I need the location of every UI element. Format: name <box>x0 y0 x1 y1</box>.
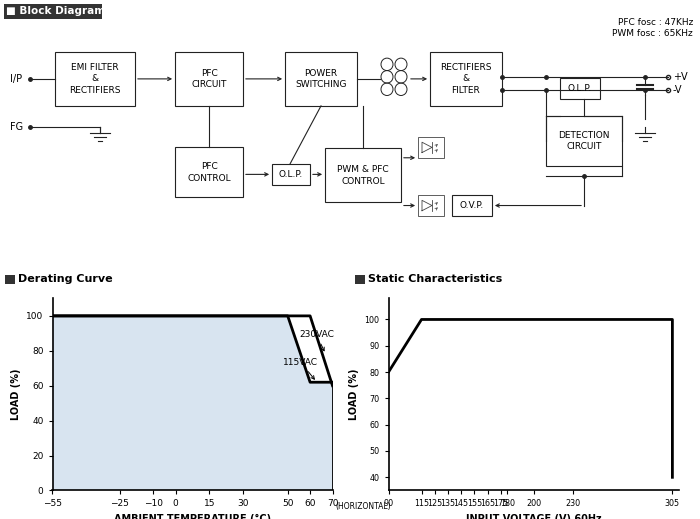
Text: O.L.P.: O.L.P. <box>568 84 592 93</box>
X-axis label: AMBIENT TEMPERATURE (°C): AMBIENT TEMPERATURE (°C) <box>114 514 271 519</box>
Text: POWER
SWITCHING: POWER SWITCHING <box>295 69 346 89</box>
Bar <box>418 137 444 158</box>
Text: +V: +V <box>673 72 687 82</box>
Text: I/P: I/P <box>10 74 22 84</box>
Bar <box>285 52 357 106</box>
Bar <box>175 52 243 106</box>
Text: PFC
CONTROL: PFC CONTROL <box>187 162 231 183</box>
Text: Derating Curve: Derating Curve <box>18 274 113 284</box>
Y-axis label: LOAD (%): LOAD (%) <box>349 368 359 420</box>
Text: 115VAC: 115VAC <box>284 358 318 379</box>
Text: PFC
CIRCUIT: PFC CIRCUIT <box>191 69 227 89</box>
Bar <box>4 4 102 19</box>
Text: RECTIFIERS
&
FILTER: RECTIFIERS & FILTER <box>440 63 491 95</box>
Bar <box>452 195 492 216</box>
Bar <box>175 147 243 197</box>
Text: Static Characteristics: Static Characteristics <box>368 274 503 284</box>
Text: PFC fosc : 47KHz: PFC fosc : 47KHz <box>617 18 693 28</box>
Text: 230VAC: 230VAC <box>299 330 334 351</box>
Bar <box>272 164 310 185</box>
Bar <box>546 116 622 166</box>
Text: ■ Block Diagram: ■ Block Diagram <box>6 6 105 17</box>
Y-axis label: LOAD (%): LOAD (%) <box>10 368 21 420</box>
Bar <box>325 148 401 202</box>
Bar <box>355 275 365 283</box>
Bar <box>560 78 600 99</box>
Text: DETECTION
CIRCUIT: DETECTION CIRCUIT <box>559 131 610 152</box>
Bar <box>430 52 502 106</box>
Polygon shape <box>52 316 332 490</box>
Bar <box>5 275 15 283</box>
Text: PWM & PFC
CONTROL: PWM & PFC CONTROL <box>337 165 388 186</box>
Text: PWM fosc : 65KHz: PWM fosc : 65KHz <box>612 29 693 38</box>
Bar <box>55 52 135 106</box>
Text: O.L.P.: O.L.P. <box>279 170 303 179</box>
Bar <box>418 195 444 216</box>
Text: -V: -V <box>673 85 682 95</box>
X-axis label: INPUT VOLTAGE (V) 60Hz: INPUT VOLTAGE (V) 60Hz <box>466 514 601 519</box>
Text: EMI FILTER
&
RECTIFIERS: EMI FILTER & RECTIFIERS <box>69 63 120 95</box>
Text: FG: FG <box>10 121 23 132</box>
Text: (HORIZONTAL): (HORIZONTAL) <box>335 502 391 511</box>
Text: O.V.P.: O.V.P. <box>460 201 484 210</box>
